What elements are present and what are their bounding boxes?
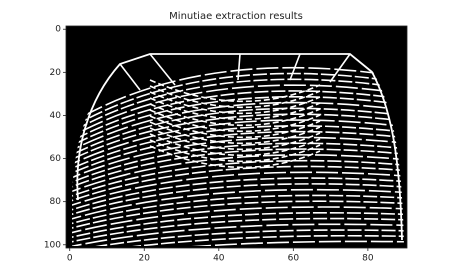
y-tick-label: 100 — [44, 240, 61, 250]
x-tick-label: 40 — [213, 254, 225, 264]
y-tick-label: 20 — [50, 68, 62, 78]
y-tick-label: 80 — [50, 197, 62, 207]
y-tick-label: 0 — [55, 25, 61, 35]
chart-title: Minutiae extraction results — [169, 11, 303, 22]
x-tick-label: 0 — [67, 254, 73, 264]
y-tick-label: 40 — [50, 111, 62, 121]
x-tick-label: 20 — [139, 254, 151, 264]
chart: Minutiae extraction results 0 20 40 60 80 0 20… — [0, 0, 463, 266]
x-tick-label: 60 — [288, 254, 300, 264]
y-tick-label: 60 — [50, 154, 62, 164]
x-tick-label: 80 — [362, 254, 374, 264]
